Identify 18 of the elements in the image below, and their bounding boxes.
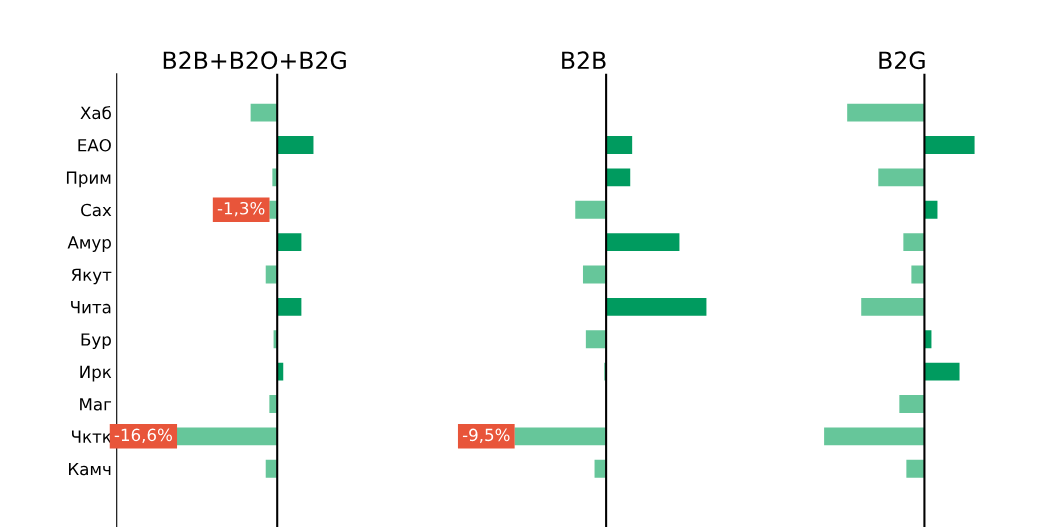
- y-tick-label: Хаб: [80, 106, 111, 120]
- y-tick-label: Якут: [71, 268, 112, 285]
- y-tick-label: Маг: [80, 398, 112, 411]
- y-tick-label: Бур: [81, 333, 111, 350]
- chart-title: B2G: [879, 51, 925, 70]
- data-label: -1,3%: [217, 201, 265, 217]
- y-tick-label: ЕАО: [78, 138, 111, 152]
- data-label: -9,5%: [462, 428, 510, 443]
- chart-title: B2B: [562, 51, 606, 69]
- y-tick-label: Чита: [71, 301, 111, 314]
- chart-title: B2B+B2O+B2G: [163, 51, 346, 70]
- y-tick-label: Амур: [67, 236, 111, 252]
- y-tick-label: Сах: [81, 203, 112, 217]
- data-label: -16,6%: [114, 428, 172, 443]
- y-tick-label: Ирк: [80, 365, 112, 382]
- y-tick-label: Прим: [66, 171, 111, 188]
- y-tick-label: Чктк: [72, 430, 112, 443]
- y-tick-label: Камч: [69, 462, 111, 476]
